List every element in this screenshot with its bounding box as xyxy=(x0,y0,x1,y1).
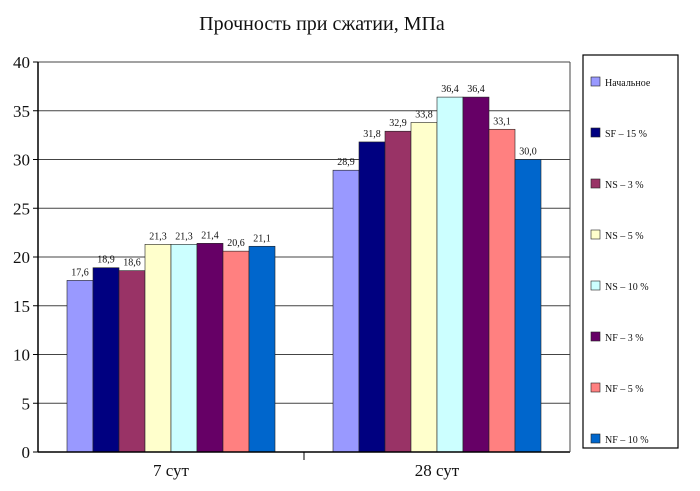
ytick-label-40: 40 xyxy=(13,53,30,72)
legend-label: NF – 3 % xyxy=(605,333,644,344)
bar xyxy=(196,243,224,453)
data-label: 32,9 xyxy=(389,118,407,129)
legend-label: NF – 10 % xyxy=(605,435,649,446)
data-label: 33,8 xyxy=(415,109,433,120)
legend-swatch xyxy=(590,127,601,138)
data-label: 21,4 xyxy=(201,230,219,241)
ytick-label-15: 15 xyxy=(13,297,30,316)
data-labels: 17,6 18,9 18,6 21,3 21,3 21,4 20,6 21,1 28,9 31,8… xyxy=(71,84,537,278)
bar xyxy=(410,122,438,453)
category-label: 7 сут xyxy=(153,461,190,480)
chart-title: Прочность при сжатии, МПа xyxy=(199,13,445,35)
bar xyxy=(170,244,198,453)
data-label: 36,4 xyxy=(441,84,459,95)
bar xyxy=(144,244,172,453)
ytick-label-25: 25 xyxy=(13,199,30,218)
category-label: 28 сут xyxy=(415,461,460,480)
data-label: 36,4 xyxy=(467,84,485,95)
data-label: 30,0 xyxy=(519,147,537,158)
legend-swatch xyxy=(590,433,601,444)
legend-label: SF – 15 % xyxy=(605,129,647,140)
ytick-label-10: 10 xyxy=(13,346,30,365)
ytick-label-20: 20 xyxy=(13,248,30,267)
ytick-label-30: 30 xyxy=(13,151,30,170)
legend-swatch xyxy=(590,331,601,342)
data-label: 18,9 xyxy=(97,255,115,266)
axes: 0 5 10 15 20 25 30 35 40 7 сут 28 сут xyxy=(13,53,571,480)
legend-swatch xyxy=(590,76,601,87)
legend-label: Начальное xyxy=(605,78,651,89)
bar xyxy=(92,267,120,453)
bar xyxy=(118,270,146,453)
legend-label: NS – 10 % xyxy=(605,282,649,293)
legend-label: NF – 5 % xyxy=(605,384,644,395)
data-label: 31,8 xyxy=(363,129,381,140)
bar xyxy=(66,280,94,453)
legend-swatch xyxy=(590,382,601,393)
data-label: 21,3 xyxy=(175,231,193,242)
data-label: 33,1 xyxy=(493,116,511,127)
data-label: 18,6 xyxy=(123,258,141,269)
data-label: 17,6 xyxy=(71,267,89,278)
legend-swatch xyxy=(590,280,601,291)
data-label: 20,6 xyxy=(227,238,245,249)
bar xyxy=(436,96,464,453)
bar xyxy=(222,250,250,453)
bars xyxy=(66,96,542,453)
ytick-label-35: 35 xyxy=(13,102,30,121)
bar xyxy=(514,159,542,453)
ytick-label-5: 5 xyxy=(22,394,31,413)
legend: Начальное SF – 15 % NS – 3 % NS – 5 % NS – 1… xyxy=(582,54,679,449)
legend-label: NS – 5 % xyxy=(605,231,644,242)
legend-swatch xyxy=(590,229,601,240)
bar xyxy=(488,128,516,453)
bar xyxy=(332,169,360,453)
data-label: 21,3 xyxy=(149,231,167,242)
bar xyxy=(462,96,490,453)
data-label: 21,1 xyxy=(253,233,271,244)
ytick-label-0: 0 xyxy=(22,443,31,462)
bar xyxy=(384,130,412,453)
legend-swatch xyxy=(590,178,601,189)
data-label: 28,9 xyxy=(337,157,355,168)
legend-label: NS – 3 % xyxy=(605,180,644,191)
legend-box xyxy=(582,54,679,449)
bar xyxy=(248,245,276,453)
bar xyxy=(358,141,386,453)
